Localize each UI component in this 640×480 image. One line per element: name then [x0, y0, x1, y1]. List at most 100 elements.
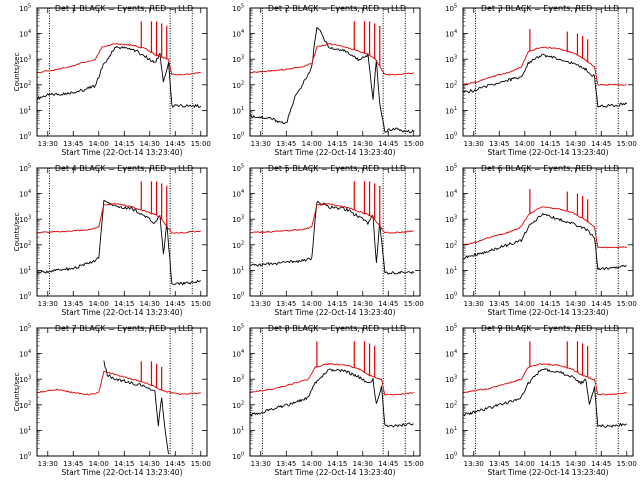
- y-tick-label: 10: [19, 427, 28, 435]
- lld-series-line: [250, 362, 414, 396]
- x-tick-label: 13:30: [464, 140, 484, 148]
- x-tick-label: 14:15: [114, 140, 134, 148]
- y-tick-exponent: 0: [28, 292, 31, 298]
- x-tick-label: 14:45: [591, 460, 611, 468]
- x-tick-label: 14:45: [591, 140, 611, 148]
- y-tick-exponent: 2: [241, 80, 244, 86]
- y-tick-label: 10: [19, 351, 28, 359]
- x-tick-label: 13:30: [38, 300, 58, 308]
- x-tick-label: 13:45: [489, 460, 509, 468]
- y-tick-label: 10: [19, 402, 28, 410]
- x-tick-label: 13:30: [38, 140, 58, 148]
- x-tick-label: 14:45: [378, 460, 398, 468]
- y-tick-label: 10: [19, 165, 28, 173]
- y-tick-exponent: 4: [28, 349, 31, 355]
- y-tick-exponent: 0: [28, 452, 31, 458]
- events-series-line: [250, 26, 415, 134]
- x-tick-label: 14:00: [89, 300, 109, 308]
- y-tick-label: 10: [232, 376, 241, 384]
- events-series-line: [250, 368, 414, 428]
- y-tick-label: 10: [19, 216, 28, 224]
- x-axis-label: Start Time (22-Oct-14 13:23:40): [274, 308, 395, 317]
- y-tick-label: 10: [232, 402, 241, 410]
- y-tick-exponent: 1: [241, 266, 244, 272]
- y-tick-exponent: 5: [454, 164, 457, 170]
- x-axis-label: Start Time (22-Oct-14 13:23:40): [487, 308, 608, 317]
- y-tick-label: 10: [232, 325, 241, 333]
- lld-series-line: [250, 203, 414, 234]
- x-tick-label: 15:00: [404, 140, 424, 148]
- y-tick-label: 10: [445, 191, 454, 199]
- y-tick-label: 10: [232, 216, 241, 224]
- y-tick-label: 10: [232, 191, 241, 199]
- x-tick-label: 15:00: [191, 140, 211, 148]
- x-tick-label: 14:00: [89, 140, 109, 148]
- y-tick-label: 10: [445, 427, 454, 435]
- x-tick-label: 14:45: [591, 300, 611, 308]
- y-tick-exponent: 5: [454, 4, 457, 10]
- x-tick-label: 14:30: [140, 460, 160, 468]
- y-tick-label: 10: [19, 107, 28, 115]
- y-tick-exponent: 4: [454, 349, 457, 355]
- y-tick-label: 10: [232, 5, 241, 13]
- y-axis-label: Counts/sec: [13, 213, 21, 252]
- y-tick-label: 10: [445, 402, 454, 410]
- x-tick-label: 14:30: [353, 460, 373, 468]
- lld-series-line: [463, 206, 627, 249]
- y-tick-exponent: 2: [454, 240, 457, 246]
- y-tick-exponent: 5: [28, 164, 31, 170]
- y-tick-label: 10: [232, 82, 241, 90]
- x-tick-label: 14:30: [353, 300, 373, 308]
- y-tick-exponent: 4: [241, 29, 244, 35]
- events-series-line: [463, 213, 627, 271]
- y-tick-label: 10: [445, 376, 454, 384]
- y-tick-label: 10: [19, 376, 28, 384]
- x-tick-label: 13:30: [38, 460, 58, 468]
- y-tick-label: 10: [232, 293, 241, 301]
- y-tick-exponent: 3: [241, 55, 244, 61]
- y-tick-exponent: 3: [28, 375, 31, 381]
- y-tick-exponent: 4: [454, 189, 457, 195]
- y-tick-label: 10: [445, 216, 454, 224]
- x-tick-label: 14:00: [302, 460, 322, 468]
- x-axis-label: Start Time (22-Oct-14 13:23:40): [61, 468, 182, 477]
- y-tick-label: 10: [445, 293, 454, 301]
- y-tick-exponent: 5: [241, 4, 244, 10]
- y-tick-exponent: 1: [28, 266, 31, 272]
- x-tick-label: 13:30: [251, 460, 271, 468]
- y-tick-label: 10: [445, 133, 454, 141]
- y-tick-exponent: 4: [28, 29, 31, 35]
- x-tick-label: 13:30: [251, 140, 271, 148]
- y-tick-label: 10: [445, 5, 454, 13]
- y-tick-exponent: 3: [241, 215, 244, 221]
- x-tick-label: 14:30: [353, 140, 373, 148]
- y-tick-exponent: 2: [241, 400, 244, 406]
- y-tick-exponent: 0: [241, 132, 244, 138]
- y-tick-label: 10: [232, 242, 241, 250]
- y-tick-exponent: 1: [241, 106, 244, 112]
- x-tick-label: 15:00: [191, 460, 211, 468]
- plot-frame: [462, 7, 634, 137]
- y-tick-exponent: 1: [454, 426, 457, 432]
- y-tick-label: 10: [232, 56, 241, 64]
- y-tick-label: 10: [232, 107, 241, 115]
- y-tick-exponent: 5: [28, 4, 31, 10]
- y-tick-exponent: 2: [28, 80, 31, 86]
- y-tick-exponent: 0: [241, 292, 244, 298]
- x-tick-label: 14:15: [540, 140, 560, 148]
- y-tick-exponent: 2: [454, 80, 457, 86]
- x-tick-label: 13:30: [251, 300, 271, 308]
- x-axis-label: Start Time (22-Oct-14 13:23:40): [61, 308, 182, 317]
- y-tick-exponent: 5: [241, 164, 244, 170]
- y-axis-label: Counts/sec: [13, 53, 21, 92]
- y-tick-exponent: 3: [454, 375, 457, 381]
- x-tick-label: 15:00: [617, 460, 637, 468]
- x-tick-label: 14:00: [302, 140, 322, 148]
